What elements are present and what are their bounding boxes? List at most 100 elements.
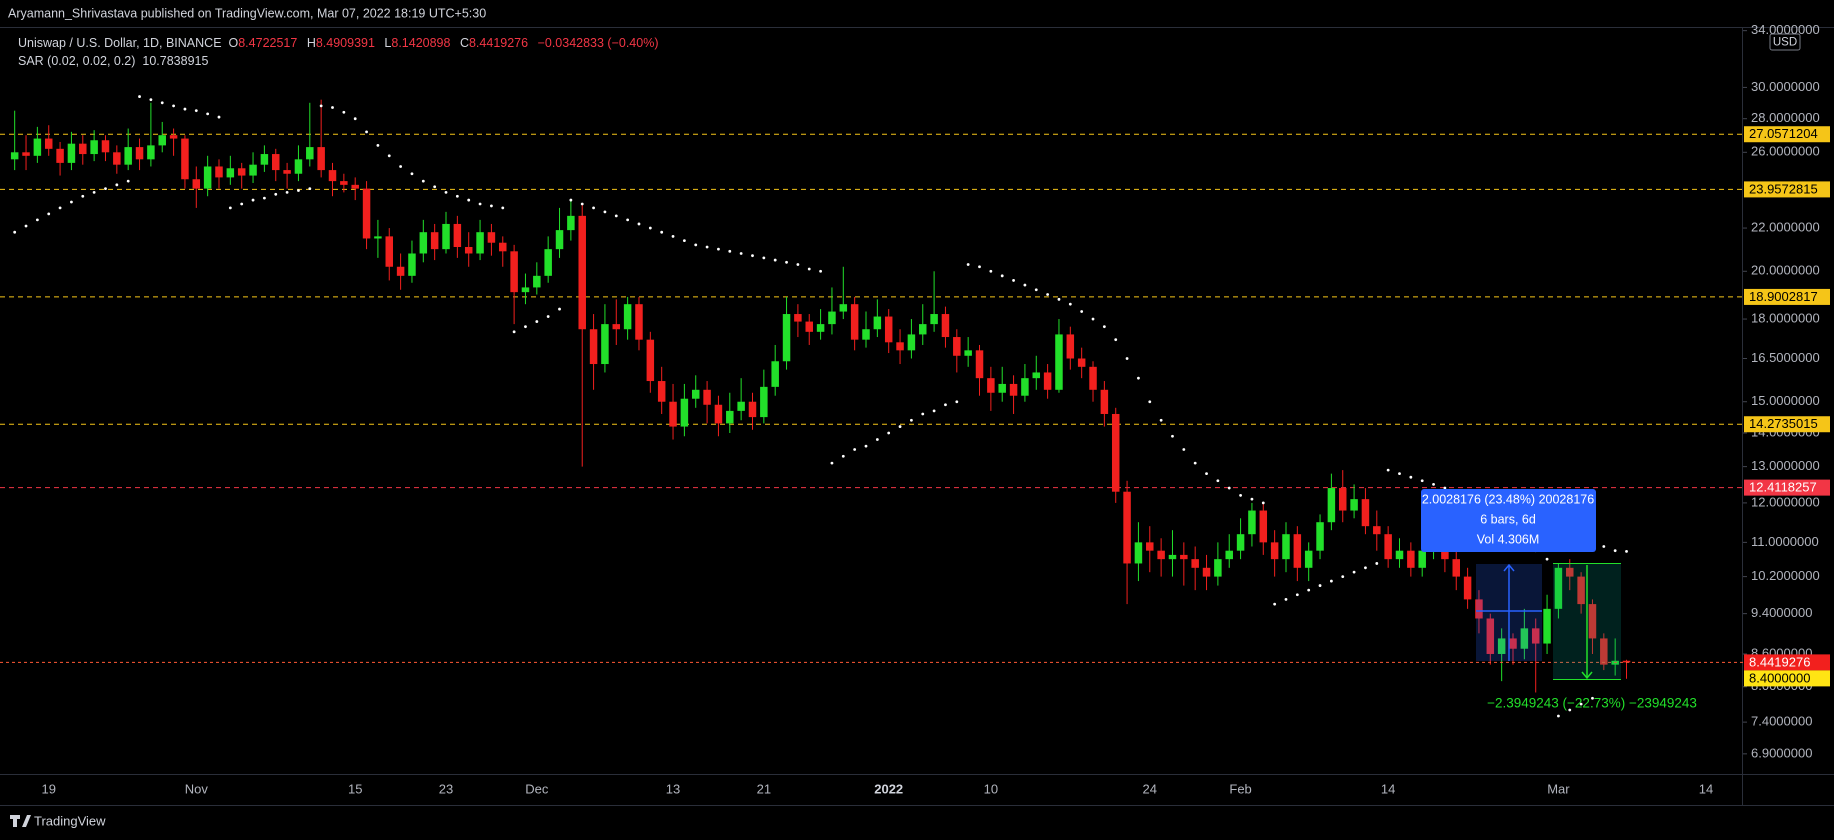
y-tick-label: 10.2000000 — [1751, 568, 1820, 583]
candle-body — [737, 401, 745, 411]
candle-body — [249, 164, 257, 176]
sar-dot — [262, 196, 266, 200]
x-tick-label: 14 — [1381, 781, 1395, 796]
x-tick-label: 23 — [439, 781, 453, 796]
sar-dot — [1114, 338, 1118, 342]
sar-dot — [206, 112, 210, 116]
sar-dot — [1625, 549, 1628, 553]
candle-body — [782, 314, 791, 362]
sar-dot — [274, 192, 278, 196]
sar-dot — [830, 461, 834, 465]
candle-body — [646, 339, 655, 382]
candle-body — [907, 334, 916, 351]
y-tick-label: 34.0000000 — [1751, 22, 1820, 37]
sar-dot — [251, 198, 255, 202]
candle-body — [703, 389, 711, 405]
sar-dot — [978, 265, 981, 269]
measure-label: Vol 4.306M — [1477, 532, 1540, 546]
candle-body — [1520, 628, 1529, 649]
support-label-box — [1744, 670, 1830, 687]
candle-body — [1543, 608, 1551, 644]
sar-dot — [546, 315, 550, 318]
candle-body — [1463, 576, 1472, 600]
sar-dot — [1057, 297, 1061, 301]
candle-body — [1202, 567, 1211, 577]
candle-body — [1497, 638, 1506, 654]
sar-dot — [399, 165, 403, 168]
sar-dot — [172, 104, 175, 108]
sar-dot — [24, 224, 28, 228]
candle-body — [1066, 334, 1075, 359]
publish-info: Aryamann_Shrivastava published on Tradin… — [8, 6, 486, 20]
candle-body — [430, 232, 439, 250]
candle-body — [169, 135, 178, 139]
sar-dot — [751, 254, 754, 258]
sar-dot — [1398, 472, 1401, 476]
sar-dot — [1080, 310, 1084, 313]
sar-dot — [660, 230, 664, 234]
sar-dot — [194, 109, 198, 113]
candle-body — [555, 230, 564, 250]
x-tick-label: 13 — [666, 781, 680, 796]
sar-dot — [319, 104, 323, 108]
sar-dot — [728, 249, 732, 253]
candle-body — [487, 232, 496, 243]
candle-body — [1032, 372, 1041, 379]
currency: USD — [1773, 37, 1797, 49]
x-tick-label: Mar — [1547, 781, 1570, 796]
sar-dot — [1216, 479, 1220, 483]
candle-body — [1123, 491, 1131, 564]
sar-dot — [104, 187, 107, 191]
candle-body — [862, 329, 870, 340]
x-tick-label: 14 — [1699, 781, 1713, 796]
candle-body — [521, 287, 530, 293]
level-label: 23.9572815 — [1749, 181, 1818, 196]
sar-dot — [512, 330, 516, 334]
sar-dot — [376, 143, 380, 147]
candle-body — [385, 236, 394, 267]
candle-body — [135, 147, 144, 160]
candle-body — [124, 147, 132, 165]
candle-body — [1566, 567, 1574, 577]
sar-dot — [297, 189, 300, 192]
sar-dot — [217, 115, 221, 119]
y-tick-label: 20.0000000 — [1751, 263, 1820, 278]
sar-dot — [705, 245, 709, 249]
level-label: 14.2735015 — [1749, 416, 1818, 431]
sar-dot — [1568, 708, 1572, 712]
candle-body — [953, 337, 961, 356]
y-tick-label: 16.5000000 — [1751, 350, 1820, 365]
sar-dot — [807, 267, 811, 271]
candle-body — [691, 389, 700, 399]
candle-body — [794, 314, 802, 322]
sar-dot — [183, 107, 187, 111]
sar-dot — [410, 172, 414, 176]
symbol-line: Uniswap / U.S. Dollar, 1D, BINANCE O8.47… — [18, 34, 665, 52]
sar-dot — [1591, 696, 1594, 700]
candle-body — [44, 138, 53, 149]
sar-dot — [1261, 501, 1265, 505]
sar-dot — [1613, 549, 1617, 553]
ohlc-value: 8.4722517 — [238, 36, 298, 50]
candle-body — [1338, 488, 1347, 511]
candle-body — [317, 147, 325, 171]
sar-dot — [785, 260, 788, 264]
x-tick-label: 21 — [757, 781, 771, 796]
sar-dot — [353, 117, 357, 121]
candle-body — [828, 311, 836, 325]
measure-label: 2.0028176 (23.48%) 20028176 — [1422, 492, 1594, 506]
sar-dot — [365, 130, 368, 134]
candle-body — [601, 324, 609, 365]
level-label-box — [1744, 479, 1830, 496]
y-tick-label: 28.0000000 — [1751, 110, 1820, 125]
sar-dot — [444, 190, 448, 194]
candle-body — [351, 184, 359, 189]
candle-body — [760, 386, 768, 418]
candle-body — [1600, 638, 1608, 665]
indicator-name: SAR (0.02, 0.02, 0.2) — [18, 54, 136, 68]
sar-dot — [1295, 593, 1299, 597]
candle-body — [589, 329, 598, 365]
sar-dot — [1239, 494, 1242, 497]
candle-body — [1350, 499, 1358, 511]
